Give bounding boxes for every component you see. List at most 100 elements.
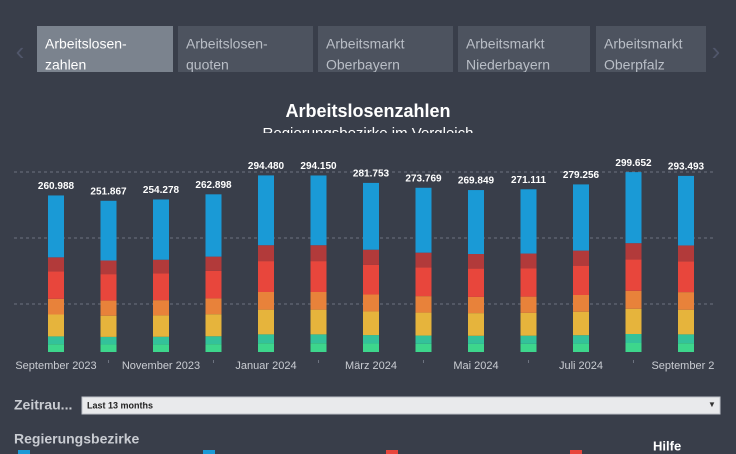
tab-label: Niederbayern — [466, 57, 550, 73]
bar-segment — [363, 335, 379, 344]
bar-segment — [258, 334, 274, 344]
x-tick-label: Juli 2024 — [559, 360, 603, 372]
period-select[interactable] — [81, 396, 721, 415]
plot: 260.988 September 2023 251.867 254.278 Novem… — [14, 158, 720, 372]
bar-segment — [100, 300, 117, 316]
bar-segment — [100, 344, 117, 352]
tab-label: Oberpfalz — [604, 57, 665, 73]
bar-segment — [100, 274, 117, 301]
total-label: 254.278 — [143, 185, 180, 196]
bar-segment — [100, 315, 117, 337]
legend-swatch — [386, 450, 398, 454]
bar-segment — [573, 184, 589, 251]
tab-label: Oberbayern — [326, 57, 400, 73]
tab-label: zahlen — [45, 57, 86, 73]
bar-segment — [468, 190, 484, 255]
bar-segment — [625, 243, 642, 260]
tab[interactable] — [178, 26, 313, 78]
tab-label: Arbeitslosen- — [45, 36, 127, 52]
bar-segment — [415, 252, 432, 268]
bar-segment — [678, 261, 694, 293]
bar-segment — [415, 267, 432, 297]
bar-segment — [48, 336, 64, 345]
bar-segment — [205, 298, 222, 315]
bar-segment — [520, 343, 537, 352]
total-label: 271.111 — [511, 175, 546, 186]
bar-segment — [48, 314, 64, 337]
x-tick-label: Januar 2024 — [235, 360, 296, 372]
tab[interactable] — [37, 26, 173, 78]
bar-segment — [415, 187, 432, 253]
bar-segment — [520, 253, 537, 269]
total-label: 293.493 — [668, 162, 705, 173]
bar-segment — [48, 271, 64, 299]
bar-segment — [310, 292, 327, 310]
tab-label: Arbeitsmarkt — [466, 36, 545, 52]
x-tick-label: März 2024 — [345, 360, 397, 372]
legend-swatch — [18, 450, 30, 454]
bar-segment — [468, 254, 484, 269]
bar-segment — [520, 189, 537, 254]
tab[interactable] — [318, 26, 453, 78]
total-label: 269.849 — [458, 176, 495, 187]
period-value: Last 13 months — [87, 400, 153, 410]
bar-segment — [468, 296, 484, 314]
bar-segment — [310, 261, 327, 292]
bar-segment — [205, 344, 222, 352]
bar-segment — [363, 311, 379, 336]
total-label: 294.480 — [248, 161, 285, 172]
legend-swatch — [570, 450, 582, 454]
bar-segment — [678, 292, 694, 310]
bar-segment — [468, 343, 484, 352]
bar-segment — [678, 343, 694, 352]
bar-segment — [520, 312, 537, 336]
bar-segment — [258, 175, 274, 246]
bar-segment — [468, 268, 484, 297]
bar-segment — [520, 296, 537, 313]
x-tick-label: November 2023 — [122, 360, 200, 372]
bar-segment — [625, 172, 642, 244]
bar-segment — [205, 314, 222, 337]
bar-segment — [625, 343, 642, 352]
x-tick-label: September 20 — [651, 360, 720, 372]
x-tick-label: September 2023 — [15, 360, 96, 372]
bar-segment — [573, 250, 589, 266]
bar-segment — [625, 308, 642, 334]
bar-segment — [310, 175, 327, 246]
tab[interactable] — [458, 26, 590, 78]
bar-segment — [415, 343, 432, 352]
bar-segment — [573, 311, 589, 336]
total-label: 260.988 — [38, 181, 75, 192]
bar-segment — [363, 182, 379, 250]
bar-segment — [363, 249, 379, 265]
bar-segment — [100, 336, 117, 345]
bar-segment — [153, 315, 169, 337]
tab-bar: Arbeitslosen-zahlen Arbeitslosen-quoten Ar… — [37, 26, 706, 78]
bar-segment — [48, 195, 64, 258]
bar-segment — [310, 245, 327, 262]
bar-segment — [258, 245, 274, 262]
bar-segment — [678, 175, 694, 246]
bar-segment — [153, 336, 169, 345]
tab-label: Arbeitsmarkt — [604, 36, 683, 52]
help-link[interactable]: Hilfe — [653, 438, 681, 453]
bar-segment — [310, 334, 327, 344]
period-label: Zeitrau... — [14, 397, 72, 413]
bar-segment — [468, 313, 484, 336]
tab-next-arrow[interactable]: › — [712, 36, 721, 66]
bar-segment — [310, 343, 327, 352]
bar-segment — [258, 292, 274, 310]
bar-segment — [100, 200, 117, 261]
bar-segment — [520, 335, 537, 344]
regions-label: Regierungsbezirke — [14, 431, 139, 447]
tab[interactable] — [596, 26, 706, 78]
bar-segment — [625, 259, 642, 291]
bar-segment — [678, 309, 694, 335]
total-label: 251.867 — [90, 186, 127, 197]
tab-prev-arrow[interactable]: ‹ — [16, 36, 25, 66]
bar-segment — [205, 194, 222, 257]
x-tick-label: Mai 2024 — [453, 360, 498, 372]
total-label: 294.150 — [300, 161, 337, 172]
bar-segment — [415, 296, 432, 313]
